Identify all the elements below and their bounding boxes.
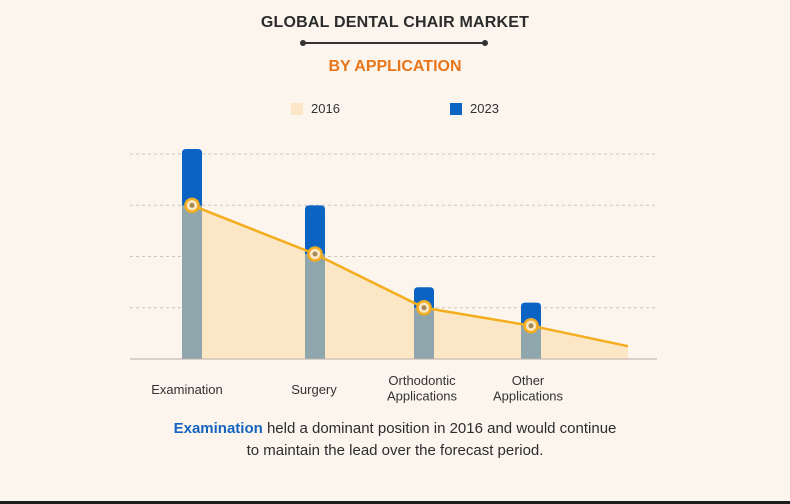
caption-line-1-text: held a dominant position in 2016 and wou…	[262, 420, 617, 437]
trend-marker-center	[421, 305, 427, 311]
chart-caption: Examination held a dominant position in …	[0, 418, 790, 462]
title-divider	[300, 40, 488, 46]
legend-item-2016: 2016	[291, 101, 340, 116]
category-label: Applications	[493, 389, 564, 404]
legend-label-2016: 2016	[311, 101, 340, 116]
legend-label-2023: 2023	[470, 101, 499, 116]
chart-subtitle: BY APPLICATION	[328, 58, 462, 75]
caption-highlight: Examination	[173, 420, 263, 437]
bar-2016-overlap	[305, 254, 325, 359]
trend-marker-center	[312, 251, 318, 257]
chart-title: GLOBAL DENTAL CHAIR MARKET	[260, 14, 530, 31]
legend-swatch-2023	[450, 102, 462, 115]
category-label: Applications	[387, 389, 458, 404]
bar-2016-overlap	[521, 325, 541, 359]
bar-2016-overlap	[414, 307, 434, 359]
bar-2016-overlap	[182, 205, 202, 359]
category-label: Orthodontic	[388, 373, 456, 388]
category-label: Examination	[151, 382, 223, 397]
caption-line-2: to maintain the lead over the forecast p…	[246, 442, 544, 459]
bottom-border	[0, 501, 790, 504]
area-2016	[192, 205, 628, 359]
category-label: Surgery	[291, 382, 337, 397]
trend-marker-center	[189, 202, 195, 208]
caption-line-1: Examination held a dominant position in …	[0, 418, 790, 440]
trend-marker-center	[528, 323, 534, 329]
legend-swatch-2016	[291, 102, 303, 115]
legend-item-2023: 2023	[450, 101, 499, 116]
category-label: Other	[512, 373, 545, 388]
